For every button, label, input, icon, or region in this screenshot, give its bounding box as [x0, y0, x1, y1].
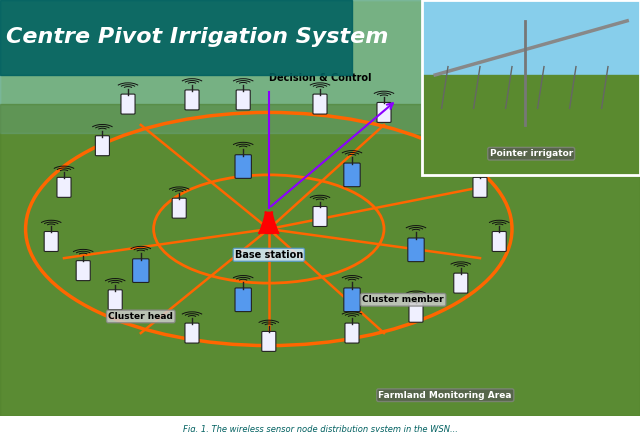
FancyBboxPatch shape	[408, 238, 424, 262]
Text: Farmland Monitoring Area: Farmland Monitoring Area	[378, 391, 512, 400]
Polygon shape	[259, 213, 278, 233]
Bar	[422, 0, 640, 75]
Text: Cluster member: Cluster member	[362, 295, 444, 304]
FancyBboxPatch shape	[473, 178, 487, 197]
FancyBboxPatch shape	[377, 102, 391, 122]
Bar	[0, 104, 640, 416]
FancyBboxPatch shape	[441, 136, 455, 156]
FancyBboxPatch shape	[262, 331, 276, 351]
FancyBboxPatch shape	[121, 94, 135, 114]
FancyBboxPatch shape	[95, 136, 109, 156]
Text: Decision & Control: Decision & Control	[269, 73, 371, 83]
Bar	[0, 0, 435, 133]
FancyBboxPatch shape	[185, 323, 199, 343]
FancyBboxPatch shape	[313, 94, 327, 114]
FancyBboxPatch shape	[344, 288, 360, 311]
FancyBboxPatch shape	[492, 232, 506, 251]
Bar	[267, 221, 271, 227]
Text: Centre Pivot Irrigation System: Centre Pivot Irrigation System	[6, 28, 388, 48]
FancyBboxPatch shape	[172, 198, 186, 218]
FancyBboxPatch shape	[344, 163, 360, 187]
Text: Pointer irrigator: Pointer irrigator	[490, 149, 573, 158]
FancyBboxPatch shape	[132, 259, 149, 283]
Text: Cluster head: Cluster head	[108, 312, 173, 321]
Bar	[266, 222, 271, 229]
FancyBboxPatch shape	[454, 273, 468, 293]
FancyBboxPatch shape	[185, 90, 199, 110]
FancyBboxPatch shape	[235, 288, 252, 311]
Bar	[266, 224, 272, 231]
FancyBboxPatch shape	[57, 178, 71, 197]
FancyBboxPatch shape	[345, 323, 359, 343]
FancyBboxPatch shape	[409, 302, 423, 322]
Bar	[265, 226, 273, 232]
Bar	[422, 0, 640, 175]
Bar	[422, 0, 640, 175]
FancyBboxPatch shape	[108, 290, 122, 310]
Bar	[422, 75, 640, 175]
FancyBboxPatch shape	[44, 232, 58, 251]
Text: Base station: Base station	[235, 250, 303, 260]
FancyBboxPatch shape	[313, 206, 327, 226]
FancyBboxPatch shape	[236, 90, 250, 110]
FancyBboxPatch shape	[235, 155, 252, 178]
Text: Fig. 1. The wireless sensor node distribution system in the WSN...: Fig. 1. The wireless sensor node distrib…	[182, 425, 458, 432]
FancyBboxPatch shape	[76, 260, 90, 281]
Bar	[0, 0, 352, 75]
